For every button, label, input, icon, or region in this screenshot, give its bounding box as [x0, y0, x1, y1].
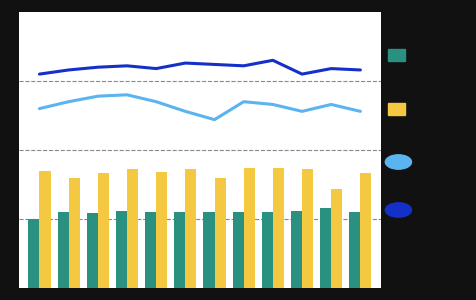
Bar: [156, 172, 167, 288]
Bar: [98, 173, 109, 288]
Bar: [233, 212, 244, 288]
Bar: [58, 212, 69, 288]
Bar: [87, 214, 98, 288]
Bar: [331, 189, 342, 288]
Bar: [360, 173, 371, 288]
Bar: [40, 171, 50, 288]
Bar: [215, 178, 226, 288]
Bar: [116, 211, 127, 288]
Bar: [174, 212, 185, 288]
Bar: [262, 212, 273, 288]
Bar: [302, 169, 313, 288]
Bar: [203, 212, 215, 288]
Bar: [244, 168, 255, 288]
Bar: [320, 208, 331, 288]
Bar: [273, 168, 284, 288]
Bar: [29, 219, 40, 288]
Bar: [69, 178, 79, 288]
Bar: [349, 212, 360, 288]
Bar: [127, 169, 138, 288]
Bar: [185, 169, 197, 288]
Bar: [291, 211, 302, 288]
Bar: [145, 212, 156, 288]
